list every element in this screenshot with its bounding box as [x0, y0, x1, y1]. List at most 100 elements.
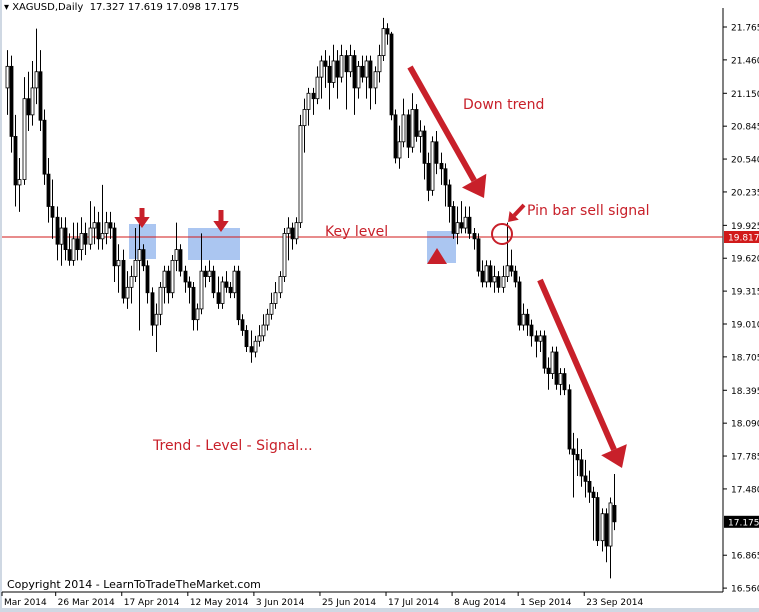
candle[interactable] [9, 55, 14, 153]
candle[interactable] [344, 50, 349, 110]
candle[interactable] [150, 287, 155, 336]
candle[interactable] [381, 17, 386, 61]
candle[interactable] [42, 109, 47, 185]
candle[interactable] [521, 303, 526, 331]
candle[interactable] [356, 60, 361, 99]
candle[interactable] [211, 265, 216, 299]
candle[interactable] [546, 357, 551, 390]
candle[interactable] [426, 152, 431, 202]
candle[interactable] [79, 217, 84, 261]
candle[interactable] [373, 66, 378, 105]
candle[interactable] [166, 265, 171, 304]
candle[interactable] [385, 23, 390, 45]
candle[interactable] [67, 233, 72, 266]
candle[interactable] [278, 271, 283, 299]
candle[interactable] [133, 228, 138, 282]
candle[interactable] [517, 276, 522, 331]
candle[interactable] [513, 265, 518, 288]
candle[interactable] [459, 201, 464, 234]
candle[interactable] [571, 432, 576, 498]
candle[interactable] [100, 184, 105, 250]
candle[interactable] [509, 249, 514, 277]
candle[interactable] [575, 438, 580, 476]
candle[interactable] [401, 98, 406, 148]
candle[interactable] [88, 201, 93, 250]
candle[interactable] [232, 265, 237, 299]
candle[interactable] [55, 206, 60, 261]
candle[interactable] [50, 179, 55, 239]
candle[interactable] [600, 508, 605, 552]
candle[interactable] [463, 206, 468, 234]
candle[interactable] [472, 228, 477, 250]
candle[interactable] [554, 346, 559, 390]
candle[interactable] [558, 368, 563, 396]
candle[interactable] [294, 217, 299, 245]
candle[interactable] [311, 87, 316, 115]
candle[interactable] [224, 271, 229, 293]
candle[interactable] [145, 260, 150, 304]
candle[interactable] [393, 109, 398, 164]
candle[interactable] [220, 276, 225, 309]
candle[interactable] [455, 206, 460, 245]
candle[interactable] [306, 87, 311, 126]
candle[interactable] [364, 55, 369, 99]
candle[interactable] [538, 330, 543, 353]
candle[interactable] [397, 125, 402, 169]
candle[interactable] [476, 233, 481, 277]
candle[interactable] [183, 265, 188, 293]
candle[interactable] [121, 249, 126, 304]
candle[interactable] [46, 157, 51, 223]
candle[interactable] [249, 330, 254, 363]
candle[interactable] [269, 292, 274, 320]
candle[interactable] [323, 50, 328, 88]
candle[interactable] [63, 217, 68, 261]
candle[interactable] [612, 473, 617, 531]
candle[interactable] [587, 470, 592, 503]
candle[interactable] [389, 31, 394, 121]
candle[interactable] [339, 44, 344, 83]
candle[interactable] [439, 152, 444, 185]
candle[interactable] [348, 44, 353, 78]
candle[interactable] [302, 98, 307, 153]
candle[interactable] [595, 492, 600, 547]
candle[interactable] [467, 206, 472, 239]
candle[interactable] [240, 314, 245, 336]
candle[interactable] [26, 71, 31, 132]
candle[interactable] [228, 281, 233, 299]
candle[interactable] [96, 211, 101, 250]
candle[interactable] [360, 55, 365, 83]
candle[interactable] [30, 60, 35, 126]
candle[interactable] [261, 314, 266, 342]
candle[interactable] [38, 50, 43, 132]
candle[interactable] [282, 228, 287, 282]
candle[interactable] [187, 276, 192, 304]
candle[interactable] [162, 265, 167, 304]
candle[interactable] [13, 114, 18, 207]
candle[interactable] [352, 50, 357, 115]
candle[interactable] [430, 136, 435, 196]
candle[interactable] [608, 497, 613, 579]
candle[interactable] [331, 44, 336, 88]
candle[interactable] [195, 303, 200, 331]
candle[interactable] [579, 449, 584, 487]
candle[interactable] [178, 244, 183, 277]
candle[interactable] [335, 50, 340, 99]
candle[interactable] [141, 244, 146, 272]
candle[interactable] [327, 55, 332, 110]
candle[interactable] [244, 325, 249, 353]
candle[interactable] [154, 303, 159, 353]
candle[interactable] [22, 77, 27, 185]
candle[interactable] [422, 125, 427, 180]
candle[interactable] [550, 346, 555, 379]
candle[interactable] [529, 319, 534, 347]
candle[interactable] [591, 486, 596, 541]
candle[interactable] [257, 325, 262, 347]
candle[interactable] [443, 163, 448, 207]
candle[interactable] [71, 222, 76, 266]
candle[interactable] [567, 384, 572, 455]
candle[interactable] [298, 114, 303, 229]
candle[interactable] [59, 217, 64, 266]
candle[interactable] [414, 104, 419, 142]
candle[interactable] [492, 265, 497, 293]
candle[interactable] [116, 244, 121, 293]
